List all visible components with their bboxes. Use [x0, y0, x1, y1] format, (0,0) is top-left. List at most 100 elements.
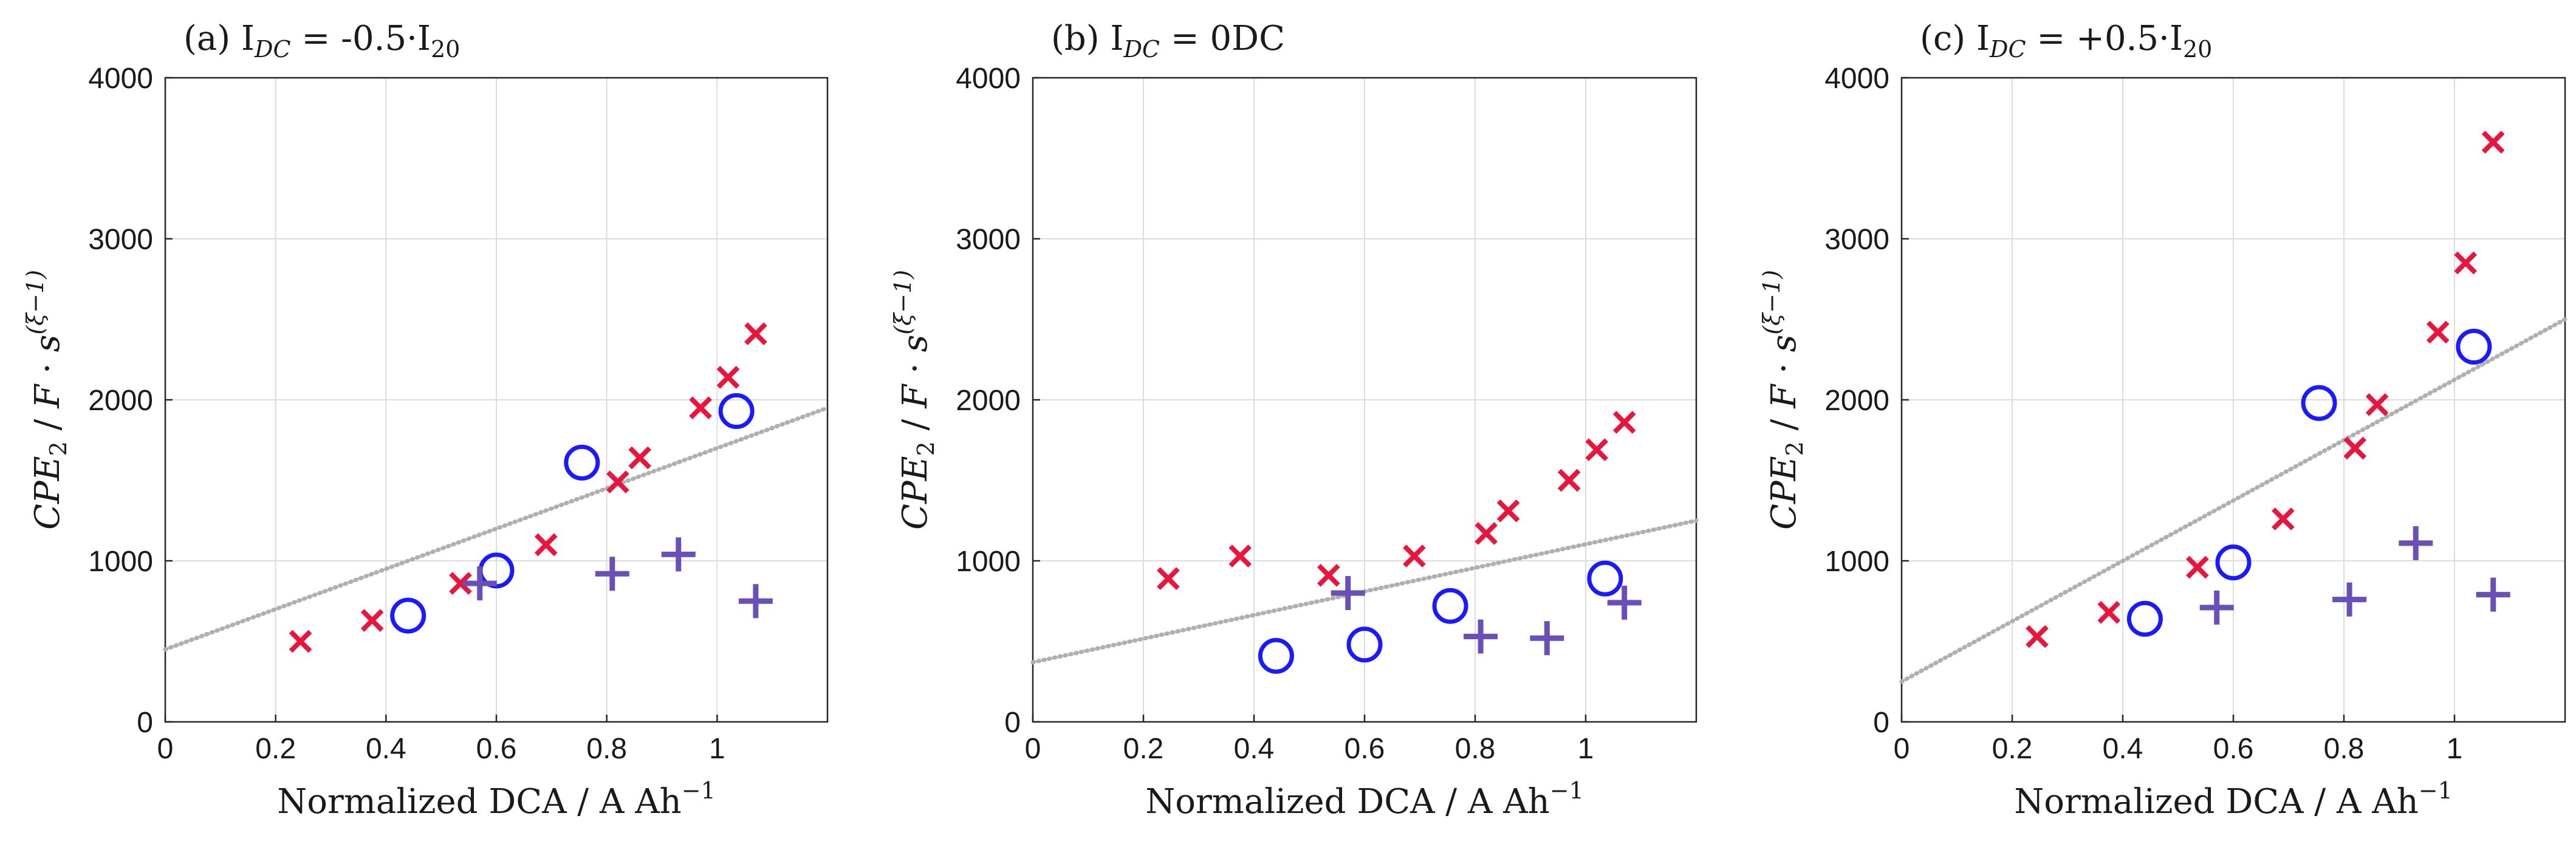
y-tick-label: 2000 [956, 385, 1021, 417]
circle-marker-point [2456, 329, 2492, 365]
plus-marker-point [1331, 576, 1365, 610]
plus-marker-point [738, 584, 773, 619]
x-tick-label: 0.2 [255, 733, 296, 765]
x-tick-label: 0.2 [1992, 733, 2033, 765]
circle-marker-point [718, 393, 755, 430]
plus-marker-point [1464, 619, 1498, 654]
x-marker-point [2365, 393, 2389, 416]
x-tick-label: 0.6 [2213, 733, 2254, 765]
x-marker-point [1585, 438, 1609, 461]
series-plus-markers [1331, 576, 1642, 656]
y-axis-label: CPE2 / F · s(ξ−1) [889, 270, 939, 530]
circle-marker-point [1432, 588, 1468, 624]
y-tick-label: 3000 [956, 224, 1021, 256]
x-tick-label: 0.4 [366, 733, 406, 765]
y-tick-label: 0 [1873, 707, 1889, 739]
y-tick-label: 4000 [1824, 63, 1889, 95]
y-tick-label: 1000 [1824, 546, 1889, 578]
circle-marker-point [2301, 385, 2337, 421]
x-marker-point [1612, 411, 1636, 434]
y-tick-label: 0 [137, 707, 153, 739]
x-tick-label: 0.4 [2103, 733, 2143, 765]
x-tick-label: 0.8 [586, 733, 627, 765]
circle-marker-point [1346, 626, 1383, 663]
x-marker-point [360, 609, 384, 632]
y-axis-label: CPE2 / F · s(ξ−1) [1758, 270, 1808, 530]
chart-panel-c: 0 0.2 0.4 0.6 0.8 1 0 1000 2000 3000 4000 (c) IDC =… [1758, 19, 2567, 822]
x-marker-point [2026, 625, 2049, 648]
trend-line [1899, 317, 2567, 684]
y-tick-label: 2000 [1824, 385, 1889, 417]
x-marker-point [716, 366, 740, 389]
circle-marker-point [1587, 560, 1623, 597]
series-circle-markers [2126, 329, 2492, 637]
x-marker-point [2454, 251, 2478, 275]
x-tick-label: 0.2 [1123, 733, 1164, 765]
chart-title: (b) IDC = 0DC [1051, 19, 1285, 63]
y-tick-label: 1000 [956, 546, 1021, 578]
x-tick-label: 0 [1894, 733, 1910, 765]
x-marker-point [449, 572, 472, 595]
y-tick-label: 3000 [1824, 224, 1889, 256]
circle-marker-point [2126, 600, 2163, 637]
y-axis-label: CPE2 / F · s(ξ−1) [22, 270, 72, 530]
x-marker-point [689, 396, 712, 420]
plus-marker-point [2332, 582, 2367, 617]
y-tick-label: 1000 [88, 546, 153, 578]
series-circle-markers [1258, 560, 1623, 674]
x-axis-label: Normalized DCA / A Ah−1 [2014, 777, 2453, 822]
circle-marker-point [564, 444, 600, 481]
circle-marker-point [2215, 544, 2252, 581]
plus-marker-point [462, 566, 497, 601]
y-tick-label: 0 [1004, 707, 1021, 739]
x-tick-label: 0.6 [476, 733, 517, 765]
x-tick-label: 1 [709, 733, 725, 765]
x-marker-point [1475, 522, 1498, 545]
y-tick-label: 4000 [956, 63, 1021, 95]
chart-title: (c) IDC = +0.5·I20 [1920, 19, 2212, 63]
x-marker-point [2097, 600, 2121, 624]
x-tick-label: 0.8 [1455, 733, 1496, 765]
y-tick-label: 2000 [88, 385, 153, 417]
plus-marker-point [1530, 621, 1564, 656]
x-marker-point [2186, 555, 2209, 579]
x-marker-point [1496, 499, 1520, 523]
x-marker-point [606, 470, 629, 493]
x-marker-point [1157, 567, 1180, 590]
plus-marker-point [2399, 526, 2433, 560]
x-tick-label: 0.6 [1345, 733, 1385, 765]
trend-line [163, 405, 830, 652]
chart-panel-a: 0 0.2 0.4 0.6 0.8 1 0 1000 2000 3000 4000 (a) IDC =… [22, 19, 830, 822]
x-marker-point [1557, 468, 1581, 492]
x-marker-point [289, 630, 312, 653]
x-marker-point [744, 322, 767, 346]
x-marker-point [2481, 131, 2505, 154]
x-axis-label: Normalized DCA / A Ah−1 [277, 777, 716, 822]
x-tick-label: 0 [1025, 733, 1041, 765]
x-marker-point [1403, 544, 1426, 568]
x-tick-label: 0.4 [1234, 733, 1275, 765]
x-axis-label: Normalized DCA / A Ah−1 [1145, 777, 1584, 822]
plus-marker-point [595, 557, 629, 591]
circle-marker-point [1258, 637, 1294, 674]
x-tick-label: 0 [157, 733, 174, 765]
x-marker-point [534, 533, 558, 557]
circle-marker-point [390, 597, 426, 634]
x-marker-point [2426, 320, 2450, 344]
series-x-markers [289, 322, 767, 653]
series-plus-markers [462, 537, 773, 619]
plus-marker-point [1607, 585, 1642, 620]
x-marker-point [2343, 436, 2367, 460]
x-tick-label: 0.8 [2324, 733, 2365, 765]
y-tick-label: 3000 [88, 224, 153, 256]
x-tick-label: 1 [1578, 733, 1594, 765]
x-marker-point [2272, 507, 2295, 530]
series-x-markers [2026, 131, 2505, 648]
x-marker-point [1317, 564, 1340, 587]
chart-title: (a) IDC = -0.5·I20 [183, 19, 460, 63]
x-tick-label: 1 [2447, 733, 2463, 765]
x-marker-point [1228, 544, 1252, 568]
series-x-markers [1157, 411, 1636, 590]
plus-marker-point [2199, 590, 2234, 625]
